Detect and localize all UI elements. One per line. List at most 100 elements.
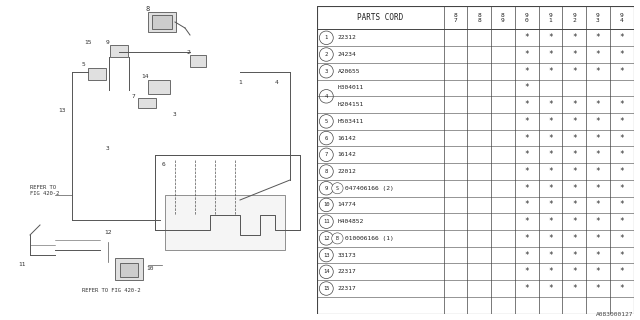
Circle shape: [319, 282, 333, 295]
Text: 16142: 16142: [337, 136, 356, 140]
Text: *: *: [548, 217, 553, 226]
Text: *: *: [620, 200, 624, 210]
Text: *: *: [572, 100, 577, 109]
Text: 5: 5: [324, 119, 328, 124]
Text: 22012: 22012: [337, 169, 356, 174]
Bar: [152, 15, 172, 29]
Text: 8: 8: [146, 6, 150, 12]
Text: S: S: [336, 186, 339, 191]
Text: 5: 5: [81, 62, 85, 68]
Text: *: *: [524, 117, 529, 126]
Text: *: *: [596, 167, 600, 176]
Text: *: *: [596, 251, 600, 260]
Text: 1: 1: [324, 35, 328, 40]
Text: *: *: [596, 117, 600, 126]
Text: *: *: [524, 200, 529, 210]
Text: *: *: [524, 67, 529, 76]
Text: *: *: [548, 200, 553, 210]
Bar: [148, 12, 176, 32]
Circle shape: [319, 165, 333, 178]
Text: *: *: [572, 184, 577, 193]
Text: 4: 4: [275, 79, 279, 84]
Bar: [148, 80, 170, 94]
Text: *: *: [596, 217, 600, 226]
Text: PARTS CORD: PARTS CORD: [357, 13, 403, 22]
Circle shape: [319, 64, 333, 78]
Text: *: *: [524, 133, 529, 143]
Text: *: *: [548, 184, 553, 193]
Text: B: B: [336, 236, 339, 241]
Text: *: *: [620, 284, 624, 293]
Text: 22317: 22317: [337, 286, 356, 291]
Text: 9
0: 9 0: [525, 13, 529, 23]
Text: *: *: [524, 251, 529, 260]
Text: *: *: [620, 50, 624, 59]
Text: *: *: [596, 200, 600, 210]
Text: *: *: [548, 117, 553, 126]
Text: A20655: A20655: [337, 69, 360, 74]
Text: 3: 3: [324, 69, 328, 74]
Circle shape: [319, 181, 333, 195]
Text: *: *: [620, 150, 624, 159]
Text: 8
8: 8 8: [477, 13, 481, 23]
Text: 1: 1: [238, 79, 242, 84]
Bar: [190, 55, 206, 67]
Text: 14774: 14774: [337, 203, 356, 207]
Text: H404852: H404852: [337, 219, 364, 224]
Text: 10: 10: [147, 266, 154, 270]
Text: *: *: [524, 234, 529, 243]
Bar: [138, 98, 156, 108]
Circle shape: [319, 90, 333, 103]
Text: *: *: [596, 284, 600, 293]
Text: *: *: [524, 217, 529, 226]
Text: H304011: H304011: [337, 85, 364, 91]
Bar: [115, 258, 143, 280]
Text: 13: 13: [58, 108, 66, 113]
Text: *: *: [620, 234, 624, 243]
Text: *: *: [572, 267, 577, 276]
Text: A083000127: A083000127: [596, 312, 634, 317]
Text: 9: 9: [105, 39, 109, 44]
Text: *: *: [572, 234, 577, 243]
Text: *: *: [524, 84, 529, 92]
Text: 9
4: 9 4: [620, 13, 623, 23]
Text: *: *: [596, 67, 600, 76]
Circle shape: [332, 233, 343, 244]
Text: *: *: [524, 167, 529, 176]
Text: *: *: [596, 184, 600, 193]
Circle shape: [332, 183, 343, 194]
Text: H503411: H503411: [337, 119, 364, 124]
Text: *: *: [548, 100, 553, 109]
Text: *: *: [524, 267, 529, 276]
Text: *: *: [572, 133, 577, 143]
Text: 15: 15: [323, 286, 330, 291]
Text: 11: 11: [323, 219, 330, 224]
Circle shape: [319, 131, 333, 145]
Text: *: *: [572, 251, 577, 260]
Text: 10: 10: [323, 203, 330, 207]
Circle shape: [319, 232, 333, 245]
Text: *: *: [524, 184, 529, 193]
Text: 11: 11: [19, 262, 26, 268]
Text: 4: 4: [324, 94, 328, 99]
Text: *: *: [620, 100, 624, 109]
Text: 047406166 (2): 047406166 (2): [346, 186, 394, 191]
Text: *: *: [596, 133, 600, 143]
Text: *: *: [572, 217, 577, 226]
Text: 8
7: 8 7: [454, 13, 457, 23]
Circle shape: [319, 31, 333, 44]
Text: *: *: [596, 50, 600, 59]
Text: *: *: [596, 267, 600, 276]
Text: 8
9: 8 9: [501, 13, 505, 23]
Text: REFER TO FIG 420-2: REFER TO FIG 420-2: [82, 288, 141, 293]
Text: *: *: [524, 100, 529, 109]
Text: *: *: [572, 117, 577, 126]
Circle shape: [319, 148, 333, 162]
Text: *: *: [548, 284, 553, 293]
Text: 6: 6: [324, 136, 328, 140]
Text: *: *: [548, 234, 553, 243]
Text: *: *: [548, 150, 553, 159]
Text: *: *: [620, 117, 624, 126]
Text: *: *: [620, 251, 624, 260]
Text: *: *: [572, 200, 577, 210]
